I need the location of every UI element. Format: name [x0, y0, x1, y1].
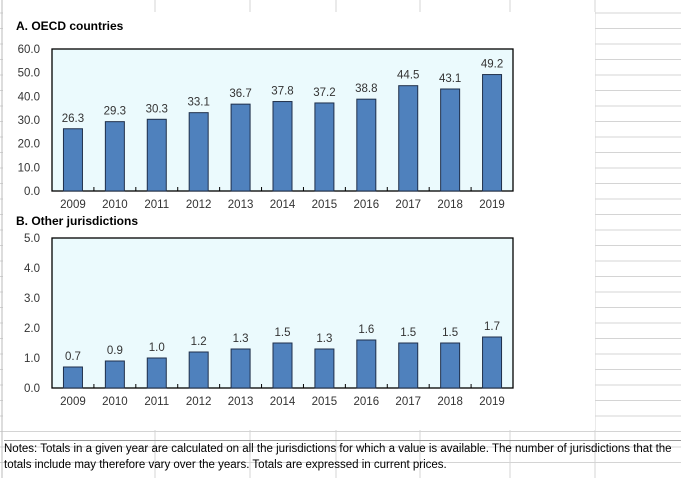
data-label: 1.6	[358, 324, 374, 336]
bar	[104, 121, 125, 192]
x-tick-label: 2011	[144, 199, 169, 211]
bar	[62, 366, 83, 389]
bar	[230, 348, 251, 389]
notes-text: Notes: Totals in a given year are calcul…	[4, 440, 681, 473]
data-label: 43.1	[439, 73, 461, 85]
data-label: 1.5	[400, 327, 416, 339]
bar	[188, 112, 209, 192]
data-label: 1.7	[484, 321, 500, 333]
bar	[440, 342, 461, 389]
x-tick-label: 2016	[354, 396, 380, 408]
y-tick-label: 30.0	[18, 115, 40, 127]
bar	[356, 98, 377, 192]
data-label: 36.7	[229, 88, 251, 100]
data-label: 1.5	[442, 327, 458, 339]
x-tick-label: 2009	[60, 199, 86, 211]
bar	[398, 85, 419, 192]
x-tick-label: 2015	[312, 396, 338, 408]
data-label: 1.2	[191, 336, 207, 348]
y-tick-label: 4.0	[24, 263, 40, 275]
bar	[146, 357, 167, 389]
y-tick-label: 5.0	[24, 233, 40, 245]
y-tick-label: 3.0	[24, 293, 40, 305]
bar	[314, 102, 335, 192]
x-tick-label: 2010	[102, 199, 128, 211]
x-tick-label: 2014	[270, 396, 296, 408]
bar	[230, 103, 251, 192]
x-tick-label: 2012	[186, 396, 212, 408]
x-tick-label: 2016	[354, 199, 380, 211]
bar	[188, 351, 209, 389]
data-label: 37.8	[271, 86, 293, 98]
data-label: 1.3	[316, 333, 332, 345]
x-tick-label: 2019	[479, 396, 505, 408]
data-label: 0.7	[65, 351, 81, 363]
bar	[398, 342, 419, 389]
data-label: 49.2	[481, 59, 503, 71]
x-tick-label: 2018	[437, 199, 463, 211]
bar	[272, 101, 293, 192]
x-tick-label: 2013	[228, 396, 254, 408]
y-tick-label: 60.0	[18, 44, 40, 56]
y-tick-label: 20.0	[18, 139, 40, 151]
bar	[440, 88, 461, 192]
y-tick-label: 2.0	[24, 323, 40, 335]
x-tick-label: 2009	[60, 396, 86, 408]
bar	[104, 360, 125, 389]
chart-title: A. OECD countries	[16, 19, 124, 33]
data-label: 1.3	[233, 333, 249, 345]
y-tick-label: 0.0	[24, 186, 40, 198]
chart-title: B. Other jurisdictions	[16, 214, 138, 228]
data-label: 38.8	[355, 83, 377, 95]
bar	[314, 348, 335, 389]
y-tick-label: 1.0	[24, 353, 40, 365]
bar	[356, 339, 377, 389]
bar	[482, 74, 503, 192]
x-tick-label: 2019	[479, 199, 505, 211]
y-tick-label: 0.0	[24, 383, 40, 395]
x-tick-label: 2017	[395, 396, 421, 408]
data-label: 30.3	[146, 103, 168, 115]
x-tick-label: 2013	[228, 199, 254, 211]
data-label: 37.2	[313, 87, 335, 99]
bar	[62, 128, 83, 192]
data-label: 33.1	[187, 97, 209, 109]
bar	[146, 118, 167, 192]
x-tick-label: 2015	[312, 199, 338, 211]
data-label: 44.5	[397, 70, 419, 82]
bar	[482, 336, 503, 389]
data-label: 26.3	[62, 113, 84, 125]
y-tick-label: 40.0	[18, 91, 40, 103]
x-tick-label: 2012	[186, 199, 212, 211]
data-label: 29.3	[104, 106, 126, 118]
x-tick-label: 2018	[437, 396, 463, 408]
y-tick-label: 10.0	[18, 162, 40, 174]
data-label: 1.5	[275, 327, 291, 339]
chart: A. OECD countries 0.0 10.0 20.0 30.0 40.0 50.0…	[16, 19, 514, 408]
x-tick-label: 2010	[102, 396, 128, 408]
x-tick-label: 2011	[144, 396, 169, 408]
bar	[272, 342, 293, 389]
x-tick-label: 2014	[270, 199, 296, 211]
data-label: 0.9	[107, 345, 123, 357]
x-tick-label: 2017	[395, 199, 421, 211]
data-label: 1.0	[149, 342, 165, 354]
y-tick-label: 50.0	[18, 68, 40, 80]
